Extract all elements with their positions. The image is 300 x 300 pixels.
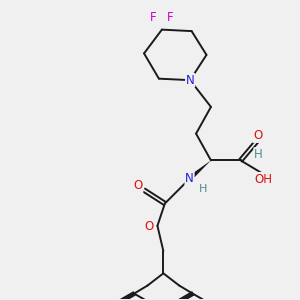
Text: OH: OH [254, 172, 272, 186]
Text: O: O [134, 179, 143, 192]
Text: H: H [254, 148, 263, 161]
Text: N: N [185, 172, 194, 185]
Text: O: O [145, 220, 154, 233]
Text: N: N [186, 74, 194, 87]
Text: F: F [167, 11, 173, 24]
Polygon shape [188, 160, 211, 180]
Text: F: F [150, 11, 157, 24]
Text: O: O [253, 129, 262, 142]
Text: H: H [199, 184, 208, 194]
